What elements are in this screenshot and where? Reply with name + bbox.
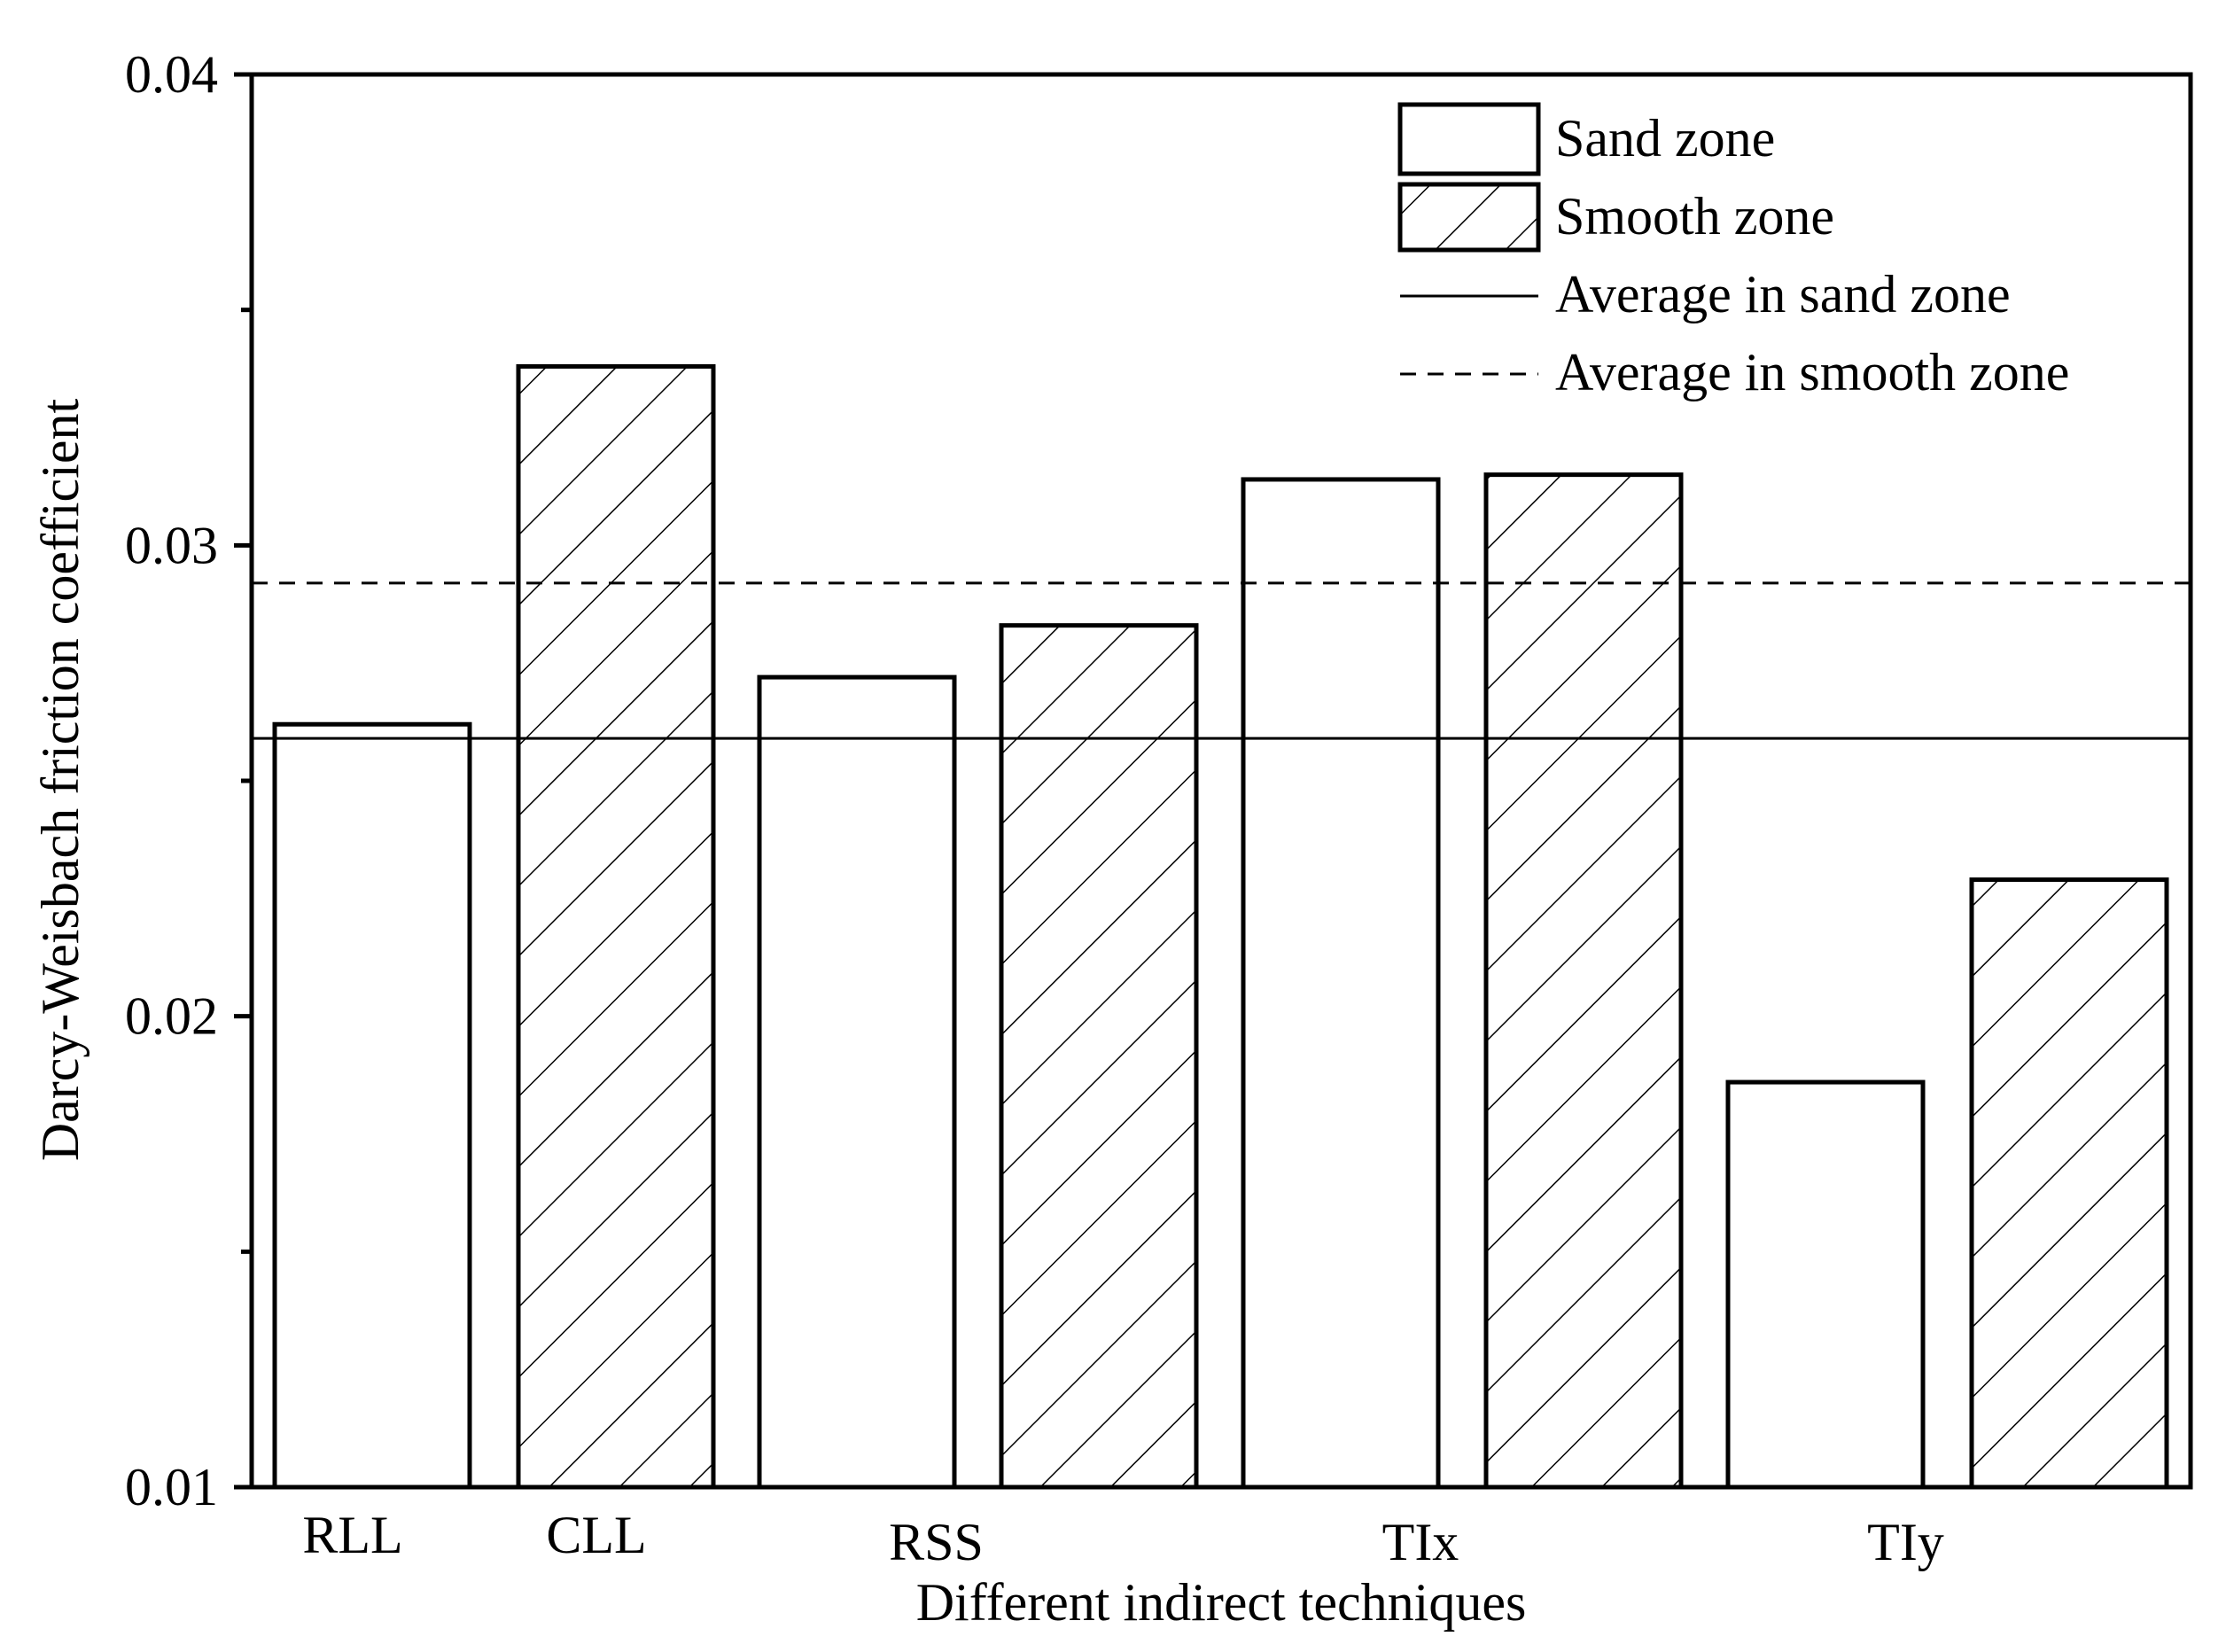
legend-label-smooth-avg: Average in smooth zone	[1555, 343, 2069, 401]
legend-label-smooth: Smooth zone	[1555, 187, 1834, 245]
bar-sand-4	[1241, 477, 1441, 1490]
x-tick-label-tiy: TIy	[1867, 1513, 1944, 1571]
bar-smooth-7	[1969, 877, 2169, 1490]
y-axis-label: Darcy-Weisbach friction coefficient	[31, 399, 90, 1162]
x-axis-label: Different indirect techniques	[916, 1573, 1527, 1632]
x-tick-label-cll: CLL	[546, 1506, 646, 1564]
bar-sand-6	[1725, 1079, 1926, 1490]
y-tick-label-3: 0.04	[125, 45, 218, 104]
bar-smooth-5	[1483, 472, 1684, 1490]
bar-sand-0	[272, 721, 472, 1490]
legend-swatch-smooth	[1397, 182, 1541, 253]
y-tick-label-2: 0.03	[125, 516, 218, 574]
legend-label-sand-avg: Average in sand zone	[1555, 265, 2011, 323]
x-tick-label-tix: TIx	[1382, 1513, 1459, 1571]
bar-sand-2	[757, 674, 957, 1490]
y-tick-label-0: 0.01	[125, 1458, 218, 1516]
legend-label-sand: Sand zone	[1555, 109, 1775, 168]
bar-smooth-1	[516, 363, 716, 1490]
x-tick-label-rll: RLL	[302, 1506, 402, 1564]
y-tick-label-1: 0.02	[125, 987, 218, 1046]
bar-smooth-3	[999, 623, 1199, 1490]
legend: Sand zone Smooth zone Average in sand zo…	[1397, 102, 2069, 401]
legend-swatch-sand	[1397, 102, 1541, 176]
x-tick-label-rss: RSS	[889, 1513, 984, 1571]
